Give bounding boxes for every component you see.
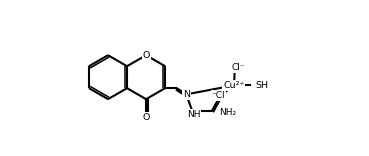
Text: NH₂: NH₂ xyxy=(219,108,236,117)
Text: ⁻Cl: ⁻Cl xyxy=(211,91,225,100)
Text: NH: NH xyxy=(187,110,200,119)
Text: SH: SH xyxy=(255,81,268,90)
Text: Cu²⁺: Cu²⁺ xyxy=(223,81,245,90)
Text: O: O xyxy=(142,113,150,122)
Text: O: O xyxy=(142,51,150,60)
Text: N: N xyxy=(183,90,190,99)
Text: Cl⁻: Cl⁻ xyxy=(231,63,245,72)
